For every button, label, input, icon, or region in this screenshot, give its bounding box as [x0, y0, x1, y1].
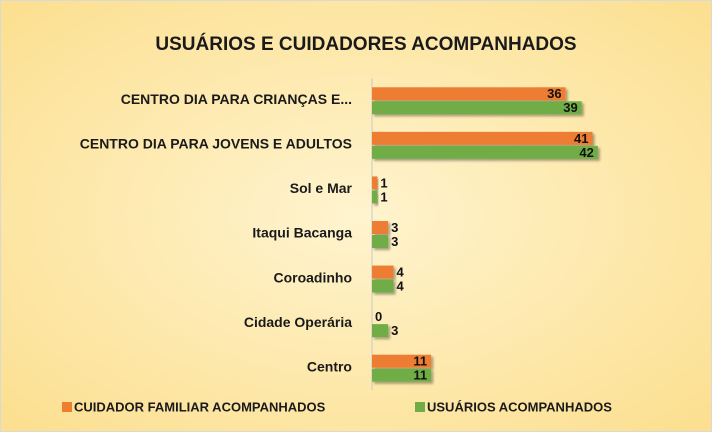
y-tick-label: Cidade Operária: [244, 314, 352, 330]
bar: [372, 176, 378, 190]
value-label: 39: [563, 100, 577, 115]
bar: [372, 368, 432, 382]
value-label: 41: [574, 131, 588, 146]
y-tick-label: Sol e Mar: [290, 180, 353, 196]
value-label: 3: [391, 220, 398, 235]
bar: [372, 87, 566, 101]
y-tick-label: Centro: [307, 358, 352, 374]
value-label: 4: [397, 265, 405, 280]
bar: [372, 279, 394, 293]
y-tick-label: CENTRO DIA PARA CRIANÇAS E...: [121, 91, 352, 107]
y-tick-label: CENTRO DIA PARA JOVENS E ADULTOS: [80, 136, 352, 152]
value-label: 1: [380, 175, 387, 190]
legend-swatch: [62, 402, 72, 412]
value-label: 42: [579, 145, 593, 160]
bar: [372, 265, 394, 279]
value-label: 11: [413, 368, 427, 383]
y-tick-label: Itaqui Bacanga: [252, 225, 352, 241]
bar: [372, 145, 598, 159]
bar: [372, 235, 389, 248]
bar: [372, 354, 432, 368]
bar: [372, 101, 582, 115]
value-label: 4: [397, 279, 405, 294]
value-label: 0: [375, 309, 382, 324]
bar: [372, 221, 389, 234]
value-label: 3: [391, 323, 398, 338]
value-label: 11: [413, 354, 427, 369]
chart-title: USUÁRIOS E CUIDADORES ACOMPANHADOS: [155, 33, 576, 55]
y-tick-label: Coroadinho: [273, 269, 352, 285]
bar: [372, 131, 593, 145]
value-label: 3: [391, 234, 398, 249]
legend-swatch: [415, 402, 425, 412]
legend-label: USUÁRIOS ACOMPANHADOS: [427, 399, 612, 414]
bar: [372, 324, 389, 338]
value-label: 1: [380, 189, 387, 204]
value-label: 36: [547, 86, 561, 101]
bar: [372, 190, 378, 204]
legend-label: CUIDADOR FAMILIAR ACOMPANHADOS: [74, 399, 326, 414]
